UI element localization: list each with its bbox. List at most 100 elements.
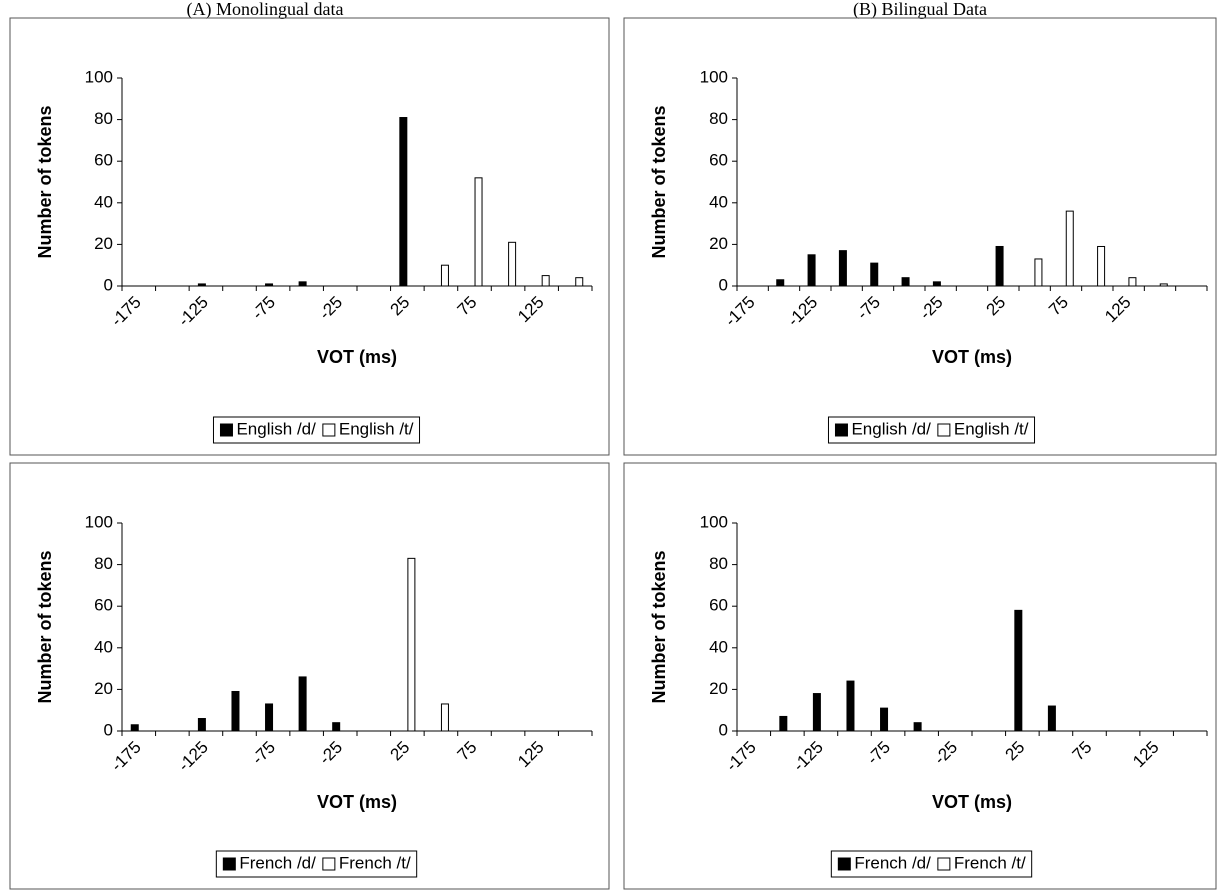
legend-label: English /d/ bbox=[851, 419, 931, 438]
bar bbox=[932, 281, 941, 287]
bar bbox=[913, 722, 922, 732]
bar bbox=[1065, 210, 1074, 287]
legend-label: French /d/ bbox=[854, 853, 931, 872]
bar bbox=[332, 722, 341, 732]
y-tick-label: 40 bbox=[709, 637, 728, 656]
bar bbox=[298, 281, 307, 287]
bar bbox=[1047, 705, 1056, 732]
x-tick-label: 75 bbox=[1045, 293, 1072, 320]
chart-panel: 0 20 40 60 80 100 -175 -125 -75 -25 25 75 125 VOT (ms… bbox=[623, 17, 1217, 456]
y-tick-label: 20 bbox=[709, 234, 728, 253]
y-tick-label: 20 bbox=[94, 234, 113, 253]
bar bbox=[1097, 245, 1106, 287]
y-tick-label: 60 bbox=[94, 596, 113, 615]
panel-title: (A) Monolingual data bbox=[187, 0, 344, 20]
y-tick-label: 80 bbox=[709, 109, 728, 128]
x-tick-label: 25 bbox=[387, 738, 414, 765]
y-tick-label: 0 bbox=[719, 720, 728, 739]
y-tick-label: 100 bbox=[85, 67, 113, 86]
bar bbox=[880, 707, 889, 732]
bar bbox=[575, 277, 584, 287]
x-tick-label: 125 bbox=[514, 293, 547, 326]
x-tick-label: 25 bbox=[983, 293, 1010, 320]
y-axis-title: Number of tokens bbox=[35, 105, 55, 258]
y-axis-title: Number of tokens bbox=[35, 550, 55, 703]
x-tick-label: -175 bbox=[107, 738, 144, 775]
x-tick-label: -175 bbox=[721, 293, 758, 330]
y-tick-label: 0 bbox=[104, 720, 113, 739]
legend-label: French /t/ bbox=[954, 853, 1026, 872]
bar bbox=[846, 680, 855, 732]
legend-label: English /d/ bbox=[236, 419, 316, 438]
y-tick-label: 40 bbox=[94, 637, 113, 656]
y-axis-title: Number of tokens bbox=[649, 550, 669, 703]
x-tick-label: -75 bbox=[248, 738, 279, 769]
y-tick-label: 0 bbox=[104, 275, 113, 294]
x-axis-title: VOT (ms) bbox=[317, 347, 397, 367]
y-tick-label: 60 bbox=[709, 151, 728, 170]
bar bbox=[1159, 283, 1168, 287]
x-tick-label: -25 bbox=[315, 738, 346, 769]
legend-swatch bbox=[937, 423, 951, 437]
bar bbox=[399, 117, 408, 287]
bar bbox=[541, 275, 550, 287]
x-tick-label: -75 bbox=[863, 738, 894, 769]
legend: English /d/English /t/ bbox=[827, 416, 1036, 444]
bar bbox=[440, 264, 449, 287]
legend-swatch bbox=[834, 423, 848, 437]
panel-border bbox=[9, 462, 610, 890]
legend-swatch bbox=[937, 857, 951, 871]
legend-label: French /t/ bbox=[339, 853, 411, 872]
bar bbox=[1128, 277, 1137, 287]
panel-border bbox=[9, 17, 610, 456]
x-tick-label: -25 bbox=[315, 293, 346, 324]
bar bbox=[807, 254, 816, 287]
y-tick-label: 100 bbox=[700, 512, 728, 531]
x-tick-label: -25 bbox=[930, 738, 961, 769]
y-tick-label: 60 bbox=[94, 151, 113, 170]
bar bbox=[508, 241, 517, 287]
panel-border bbox=[623, 17, 1217, 456]
x-axis-title: VOT (ms) bbox=[932, 792, 1012, 812]
x-tick-label: 125 bbox=[1101, 293, 1134, 326]
legend: French /d/French /t/ bbox=[215, 850, 418, 878]
bar bbox=[812, 693, 821, 732]
x-tick-label: 75 bbox=[454, 293, 481, 320]
bar bbox=[440, 703, 449, 732]
bar bbox=[995, 245, 1004, 287]
x-tick-label: 125 bbox=[1129, 738, 1162, 771]
x-tick-label: 25 bbox=[1002, 738, 1029, 765]
x-tick-label: -25 bbox=[916, 293, 947, 324]
bar bbox=[776, 279, 785, 287]
legend-label: French /d/ bbox=[239, 853, 316, 872]
legend-swatch bbox=[219, 423, 233, 437]
x-tick-label: -125 bbox=[784, 293, 821, 330]
legend-box bbox=[827, 416, 1036, 444]
legend: French /d/French /t/ bbox=[830, 850, 1033, 878]
y-tick-label: 40 bbox=[709, 192, 728, 211]
bar bbox=[197, 283, 206, 287]
legend-swatch bbox=[837, 857, 851, 871]
chart-panel: 0 20 40 60 80 100 -175 -125 -75 -25 25 75 125 VOT (ms… bbox=[9, 17, 610, 456]
legend: English /d/English /t/ bbox=[212, 416, 421, 444]
bar bbox=[779, 715, 788, 732]
bar bbox=[130, 724, 139, 732]
y-tick-label: 20 bbox=[94, 679, 113, 698]
x-axis-title: VOT (ms) bbox=[317, 792, 397, 812]
y-tick-label: 80 bbox=[94, 109, 113, 128]
bar bbox=[901, 277, 910, 287]
x-tick-label: 75 bbox=[1069, 738, 1096, 765]
legend-label: English /t/ bbox=[954, 419, 1029, 438]
bar bbox=[265, 283, 274, 287]
y-tick-label: 100 bbox=[700, 67, 728, 86]
x-tick-label: -125 bbox=[174, 293, 211, 330]
bar bbox=[1014, 609, 1023, 732]
y-tick-label: 0 bbox=[719, 275, 728, 294]
panel-title: (B) Bilingual Data bbox=[853, 0, 987, 20]
legend-box bbox=[215, 850, 418, 878]
bar bbox=[474, 177, 483, 287]
x-tick-label: -175 bbox=[722, 738, 759, 775]
x-tick-label: -125 bbox=[174, 738, 211, 775]
